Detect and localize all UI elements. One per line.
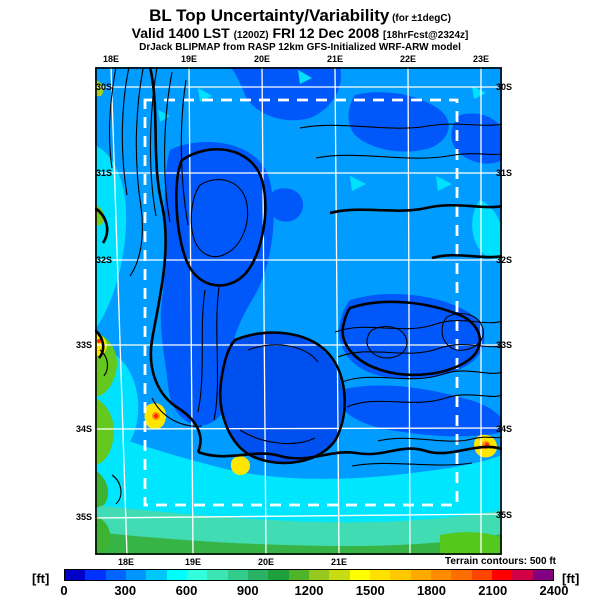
inner-domain-box [143,98,459,507]
lat-label-left-inner-30S: 30S [96,82,113,92]
lat-label-left-34S: 34S [75,424,92,434]
colorbar-tick-600: 600 [175,583,198,598]
colorbar-tick-0: 0 [60,583,68,598]
lon-label-top-18E: 18E [102,54,119,64]
fill-regions [95,67,502,555]
lat-label-left-inner-32S: 32S [96,255,113,265]
colorbar-segment-18 [430,570,452,580]
graticule [95,67,502,555]
lat-label-right-33S: 33S [495,340,512,350]
lon-label-top-19E: 19E [180,54,197,64]
colorbar-segment-17 [410,570,431,580]
lat-label-right-32S: 32S [495,255,512,265]
colorbar-segment-7 [207,570,228,580]
valid-time-line: Valid 1400 LST (1200Z) FRI 12 Dec 2008 [… [0,25,600,41]
lon-label-top-22E: 22E [399,54,416,64]
lat-label-left-inner-31S: 31S [96,168,113,178]
colorbar-tick-900: 900 [236,583,259,598]
colorbar [64,569,554,581]
colorbar-segment-23 [532,570,553,580]
colorbar-segment-15 [369,570,391,580]
lat-label-right-31S: 31S [495,168,512,178]
colorbar-segment-16 [390,570,411,580]
colorbar-segment-2 [105,570,126,580]
colorbar-unit-right: [ft] [562,571,580,586]
colorbar-segment-9 [247,570,269,580]
colorbar-tick-2400: 2400 [539,583,569,598]
lat-label-left-33S: 33S [75,340,92,350]
lat-label-right-35S: 35S [495,510,512,520]
page-title: BL Top Uncertainty/Variability (for ±1de… [0,6,600,26]
colorbar-unit-left: [ft] [32,571,50,586]
valid-main: Valid 1400 LST [131,25,234,41]
colorbar-segment-12 [308,570,330,580]
title-main: BL Top Uncertainty/Variability [149,6,390,25]
colorbar-segment-14 [349,570,370,580]
colorbar-tick-1200: 1200 [294,583,324,598]
colorbar-tick-2100: 2100 [478,583,508,598]
terrain-contours-thin [99,67,502,505]
colorbar-segment-6 [186,570,208,580]
lon-label-top-20E: 20E [253,54,270,64]
map-graphic [95,67,502,555]
map-area [95,67,502,555]
colorbar-tick-1800: 1800 [417,583,446,598]
lon-label-top-21E: 21E [326,54,343,64]
title-qualifier: (for ±1degC) [389,13,451,24]
colorbar-segment-10 [268,570,289,580]
lon-label-bottom-20E: 20E [257,557,274,567]
valid-zulu: (1200Z) [233,30,269,41]
lon-label-bottom-18E: 18E [117,557,134,567]
colorbar-segment-4 [146,570,167,580]
lat-label-right-34S: 34S [495,424,512,434]
valid-fcst: [18hrFcst@2324z] [383,30,469,41]
colorbar-segment-21 [491,570,513,580]
colorbar-segment-8 [227,570,248,580]
colorbar-tick-300: 300 [114,583,137,598]
colorbar-segment-1 [85,570,106,580]
colorbar-tick-1500: 1500 [355,583,385,598]
colorbar-segment-3 [125,570,147,580]
lon-label-bottom-19E: 19E [184,557,201,567]
lon-label-top-23E: 23E [472,54,489,64]
valid-date: FRI 12 Dec 2008 [268,25,383,41]
map-frame [95,67,502,555]
colorbar-segment-5 [166,570,187,580]
colorbar-segment-20 [471,570,492,580]
terrain-contours-thick [95,67,502,465]
lon-label-bottom-21E: 21E [330,557,347,567]
colorbar-segment-22 [512,570,533,580]
colorbar-segment-11 [288,570,309,580]
model-line: DrJack BLIPMAP from RASP 12km GFS-Initia… [139,42,461,53]
lat-label-right-30S: 30S [495,82,512,92]
lat-label-left-35S: 35S [75,512,92,522]
colorbar-segment-13 [329,570,350,580]
terrain-note: Terrain contours: 500 ft [445,556,556,567]
colorbar-segment-19 [451,570,472,580]
colorbar-segment-0 [65,570,86,580]
